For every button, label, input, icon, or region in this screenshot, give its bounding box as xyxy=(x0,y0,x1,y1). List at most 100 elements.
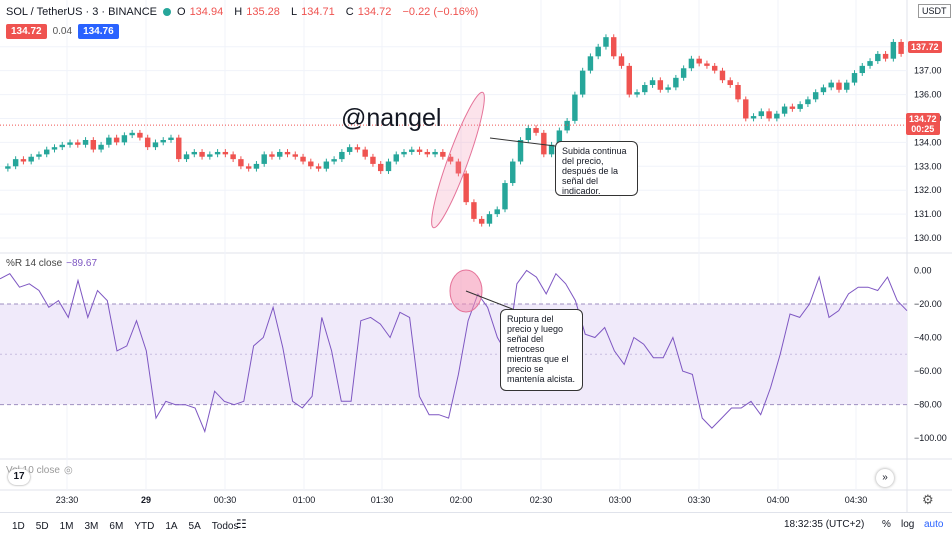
candle xyxy=(277,149,283,160)
candle xyxy=(362,146,368,160)
tf-1d[interactable]: 1D xyxy=(12,520,25,532)
price-callout-pointer xyxy=(489,137,556,147)
close-value: 134.72 xyxy=(357,6,392,18)
indicator-tick-label: −80.00 xyxy=(914,400,942,410)
candle xyxy=(98,141,104,153)
buy-price-button[interactable]: 134.76 xyxy=(78,24,119,39)
auto-toggle[interactable]: auto xyxy=(924,519,944,530)
candle-body xyxy=(696,58,702,64)
candle-body xyxy=(743,99,749,119)
tf-6m[interactable]: 6M xyxy=(109,520,124,532)
indicator-tick-label: −60.00 xyxy=(914,366,942,376)
candle-body xyxy=(377,163,384,172)
scroll-to-realtime-button[interactable]: » xyxy=(876,469,894,487)
candle-body xyxy=(859,65,865,74)
calendar-icon[interactable]: ☷ xyxy=(236,517,247,531)
tf-1a[interactable]: 1A xyxy=(165,520,178,532)
candle xyxy=(867,58,873,69)
candle xyxy=(836,79,842,93)
candle xyxy=(548,141,555,158)
tf-all[interactable]: Todos xyxy=(211,520,239,532)
candle xyxy=(774,110,780,122)
candle xyxy=(618,53,625,69)
candle-body xyxy=(680,68,687,78)
candle xyxy=(409,146,415,155)
candle-body xyxy=(781,106,788,114)
candle-body xyxy=(805,99,811,105)
candle-body xyxy=(401,151,407,155)
tf-1m[interactable]: 1M xyxy=(59,520,74,532)
time-tick-label: 23:30 xyxy=(56,495,79,505)
candle xyxy=(75,139,81,148)
candle-body xyxy=(727,80,733,85)
candle xyxy=(704,60,710,69)
percent-toggle[interactable]: % xyxy=(882,519,891,530)
candle xyxy=(5,163,11,172)
candle-body xyxy=(735,85,741,100)
candle xyxy=(354,144,361,153)
candle xyxy=(789,103,796,112)
candle xyxy=(144,134,151,151)
candle-body xyxy=(339,151,345,160)
candle xyxy=(494,206,500,217)
sell-price-button[interactable]: 134.72 xyxy=(6,24,47,39)
candle xyxy=(688,55,695,72)
candle-body xyxy=(75,142,81,145)
candle xyxy=(191,149,198,158)
candle-body xyxy=(541,132,547,155)
tradingview-logo-icon[interactable]: 17 xyxy=(8,469,30,485)
candle xyxy=(478,216,485,227)
candle-body xyxy=(36,154,42,157)
candle-body xyxy=(579,70,586,95)
candle xyxy=(416,146,423,155)
candle xyxy=(261,151,267,167)
symbol-title[interactable]: SOL / TetherUS · 3 · BINANCE xyxy=(6,6,157,18)
gear-icon[interactable]: ⚙ xyxy=(922,492,934,507)
candle xyxy=(323,158,330,172)
candle xyxy=(875,51,881,64)
candle-body xyxy=(230,154,236,160)
candle-body xyxy=(308,161,314,167)
candle xyxy=(642,82,648,96)
candle-body xyxy=(82,140,89,145)
candle xyxy=(844,79,850,93)
candle xyxy=(432,149,438,158)
volume-legend[interactable]: Vol 10 close ◎ xyxy=(6,465,73,476)
spread-value: 0.04 xyxy=(52,26,73,37)
candle xyxy=(292,151,298,160)
candle-body xyxy=(494,209,500,215)
tf-5a[interactable]: 5A xyxy=(188,520,201,532)
price-callout: Subida continua del precio, después de l… xyxy=(555,141,638,196)
candle-body xyxy=(882,53,889,59)
candle-body xyxy=(121,135,128,143)
candle-body xyxy=(587,56,594,71)
candle-body xyxy=(152,142,159,148)
tf-ytd[interactable]: YTD xyxy=(134,520,155,532)
currency-button[interactable]: USDT xyxy=(918,4,951,18)
candle xyxy=(649,77,656,88)
candle xyxy=(859,63,865,76)
candle-body xyxy=(214,151,221,155)
candle xyxy=(541,129,547,158)
candle xyxy=(424,149,431,158)
eye-off-icon[interactable]: ◎ xyxy=(63,465,73,476)
candle xyxy=(572,91,578,124)
high-value: 135.28 xyxy=(246,6,280,18)
tf-5d[interactable]: 5D xyxy=(35,520,49,532)
change-value: −0.22 (−0.16%) xyxy=(402,6,479,18)
candle-body xyxy=(750,116,757,119)
candle-body xyxy=(269,154,275,157)
indicator-legend[interactable]: %R 14 close −89.67 xyxy=(6,258,97,269)
candle-body xyxy=(665,87,671,90)
candle xyxy=(253,161,260,172)
candle xyxy=(626,63,632,98)
time-tick-label: 03:00 xyxy=(609,495,632,505)
tf-3m[interactable]: 3M xyxy=(84,520,99,532)
candle xyxy=(214,149,221,158)
log-toggle[interactable]: log xyxy=(901,519,915,530)
clock[interactable]: 18:32:35 (UTC+2) xyxy=(784,519,865,530)
candle-body xyxy=(424,151,431,155)
candle-body xyxy=(478,218,485,224)
candle-body xyxy=(207,154,213,157)
